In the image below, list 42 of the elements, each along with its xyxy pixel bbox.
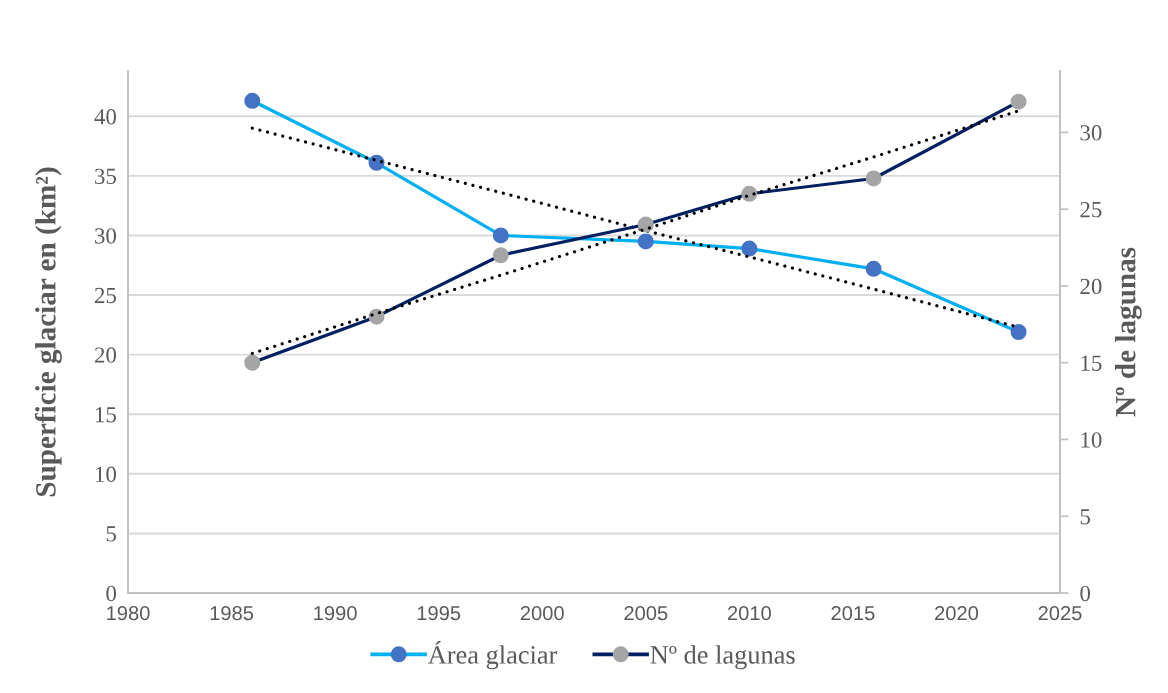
y-tick-label: 20 [94,347,117,363]
y2-tick-label: 25 [1080,201,1102,218]
y2-tick-label: 15 [1081,355,1102,371]
y-tick-label: 25 [94,287,116,304]
y2-tick-label: 10 [1081,432,1102,448]
legend-label: Nº de lagunas [650,645,795,670]
y-tick-label: 40 [94,109,117,125]
point [1010,93,1027,110]
x-tick-label: 2000 [520,606,564,621]
point [865,260,882,277]
y-tick-label: 30 [95,228,117,244]
x-tick-label: 2020 [935,606,979,621]
x-tick-label: 2025 [1038,606,1082,621]
point [637,233,654,250]
x-tick-label: 1985 [210,606,254,621]
x-tick-label: 1980 [107,606,150,621]
y-tick-label: 35 [95,168,116,185]
point [741,185,758,202]
point [244,354,261,371]
y-tick-label: 15 [95,407,116,423]
point [1010,324,1027,340]
y2-tick-label: 20 [1080,278,1102,295]
y2-tick-label: 0 [1080,585,1091,602]
y2-axis-title: Nº de lagunas [1114,247,1142,417]
y2-tick-label: 5 [1080,509,1091,525]
y-tick-label: 10 [95,466,117,482]
x-tick-label: 2015 [831,606,875,621]
y-tick-label: 5 [106,526,116,542]
y2-tick-label: 30 [1080,125,1102,141]
legend-label: Área glaciar [427,640,558,670]
point [492,247,509,264]
y-tick-label: 0 [106,585,117,602]
point [637,216,654,233]
point [865,170,882,187]
x-tick-label: 1995 [417,606,461,621]
x-tick-label: 1990 [314,606,357,621]
x-tick-label: 2010 [727,606,771,621]
point [492,227,509,244]
point [741,240,758,257]
x-tick-label: 2005 [624,606,668,621]
y-axis-title: Superficie glaciar en (km²) [34,167,62,497]
point [244,92,261,109]
